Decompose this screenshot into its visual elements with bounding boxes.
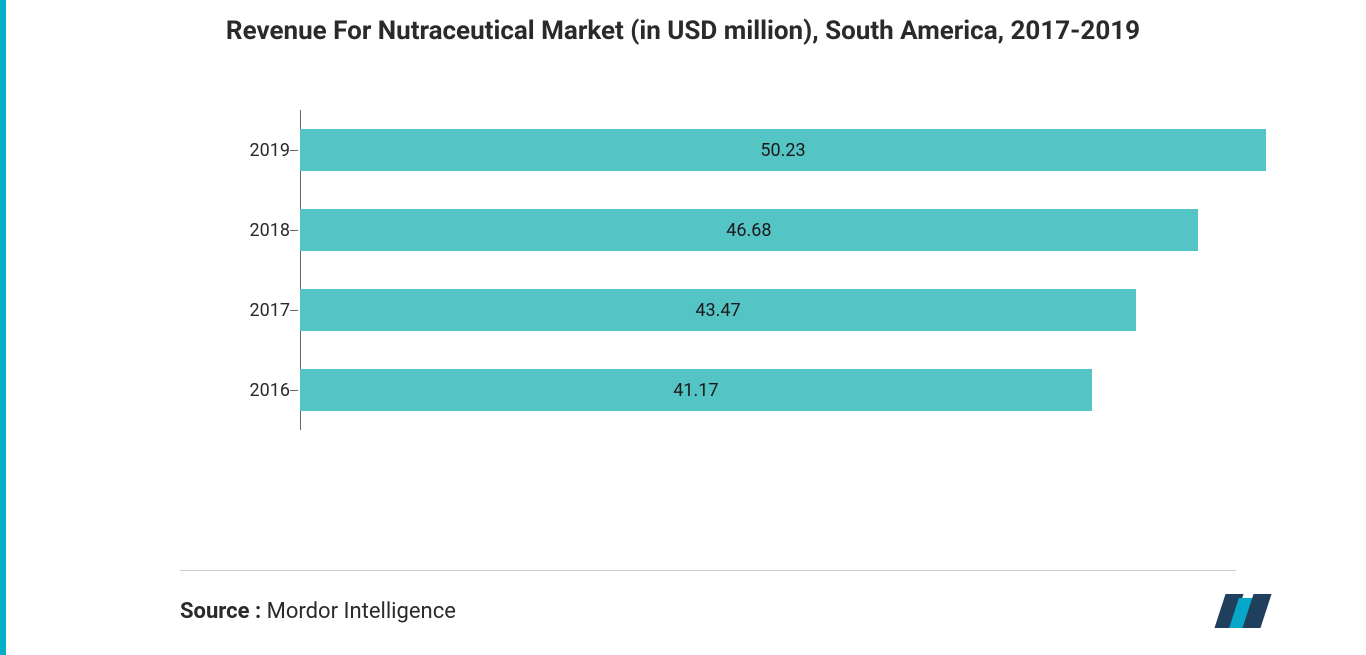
bar: 50.23 bbox=[300, 129, 1266, 171]
bar-value-label: 41.17 bbox=[673, 380, 718, 401]
source-label: Source : bbox=[180, 599, 261, 624]
bar: 46.68 bbox=[300, 209, 1198, 251]
y-axis-label: 2017 bbox=[240, 300, 290, 321]
axis-tick bbox=[290, 230, 298, 231]
bar-value-label: 50.23 bbox=[760, 140, 805, 161]
source-text: Mordor Intelligence bbox=[261, 599, 456, 624]
bar: 43.47 bbox=[300, 289, 1136, 331]
bar-row: 2016 41.17 bbox=[300, 350, 1300, 430]
axis-tick bbox=[290, 390, 298, 391]
chart-title: Revenue For Nutraceutical Market (in USD… bbox=[0, 16, 1366, 46]
bar-row: 2017 43.47 bbox=[300, 270, 1300, 350]
y-axis-label: 2016 bbox=[240, 380, 290, 401]
footer: Source : Mordor Intelligence bbox=[180, 591, 1266, 631]
y-axis-label: 2019 bbox=[240, 140, 290, 161]
mordor-logo-icon bbox=[1224, 594, 1266, 628]
y-axis-label: 2018 bbox=[240, 220, 290, 241]
accent-bar bbox=[0, 0, 6, 655]
axis-tick bbox=[290, 150, 298, 151]
bar-value-label: 43.47 bbox=[695, 300, 740, 321]
bar-row: 2019 50.23 bbox=[300, 110, 1300, 190]
bar: 41.17 bbox=[300, 369, 1092, 411]
footer-divider bbox=[180, 570, 1236, 571]
chart-area: 2019 50.23 2018 46.68 2017 43.47 2016 41… bbox=[300, 110, 1300, 430]
bar-value-label: 46.68 bbox=[726, 220, 771, 241]
source-line: Source : Mordor Intelligence bbox=[180, 599, 456, 624]
axis-tick bbox=[290, 310, 298, 311]
bar-row: 2018 46.68 bbox=[300, 190, 1300, 270]
